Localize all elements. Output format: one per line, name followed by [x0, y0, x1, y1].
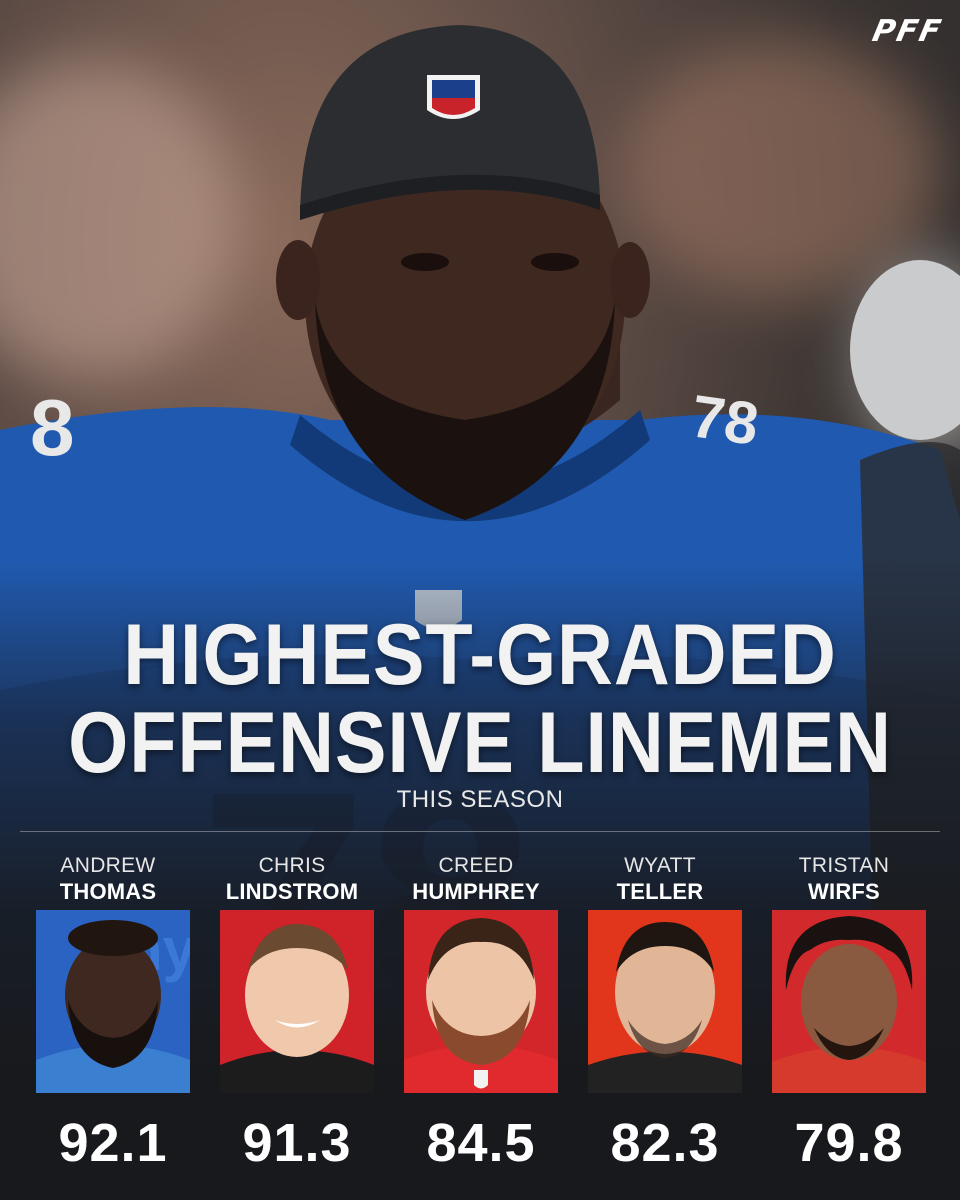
player-first-name: CHRIS — [258, 854, 326, 877]
player-grade: 79.8 — [794, 1113, 904, 1173]
player-last-name: THOMAS — [59, 879, 157, 904]
player-first-name: TRISTAN — [798, 854, 890, 877]
player-card: CHRIS LINDSTROM 91.3 — [204, 850, 380, 1180]
player-photo — [220, 910, 374, 1093]
svg-text:8: 8 — [30, 383, 75, 472]
player-photo — [772, 910, 926, 1093]
player-grade: 84.5 — [426, 1113, 536, 1173]
headline-line-1: HIGHEST-GRADED — [123, 607, 837, 703]
player-last-name: TELLER — [616, 879, 704, 904]
player-first-name: WYATT — [624, 854, 696, 877]
player-first-name: CREED — [438, 854, 514, 877]
bokeh-light — [620, 40, 940, 300]
player-first-name: ANDREW — [60, 854, 156, 877]
player-grade: 92.1 — [58, 1113, 168, 1173]
player-card: TRISTAN WIRFS 79.8 — [756, 850, 932, 1180]
player-photo: ny — [36, 910, 190, 1093]
pff-logo-text: PFF — [869, 14, 946, 49]
player-last-name: WIRFS — [808, 879, 880, 904]
section-divider — [20, 831, 940, 832]
headline-subtitle: THIS SEASON — [396, 786, 564, 813]
player-last-name: HUMPHREY — [412, 879, 540, 904]
bokeh-light — [0, 60, 240, 380]
player-card: CREED HUMPHREY 84.5 — [388, 850, 564, 1180]
player-card: WYATT TELLER 82.3 — [572, 850, 748, 1180]
player-card: ANDREW THOMAS ny 92.1 — [20, 850, 196, 1180]
player-last-name: LINDSTROM — [225, 879, 359, 904]
player-grade: 82.3 — [610, 1113, 720, 1173]
player-photo — [588, 910, 742, 1093]
player-grade: 91.3 — [242, 1113, 352, 1173]
svg-text:78: 78 — [687, 382, 762, 458]
headline-line-2: OFFENSIVE LINEMEN — [68, 695, 892, 791]
bottom-fade-overlay — [0, 560, 960, 1200]
player-photo — [404, 910, 558, 1093]
pff-logo: PFF — [832, 14, 945, 49]
player-list: ANDREW THOMAS ny 92.1 CHRIS LINDSTROM 91… — [20, 850, 940, 1180]
